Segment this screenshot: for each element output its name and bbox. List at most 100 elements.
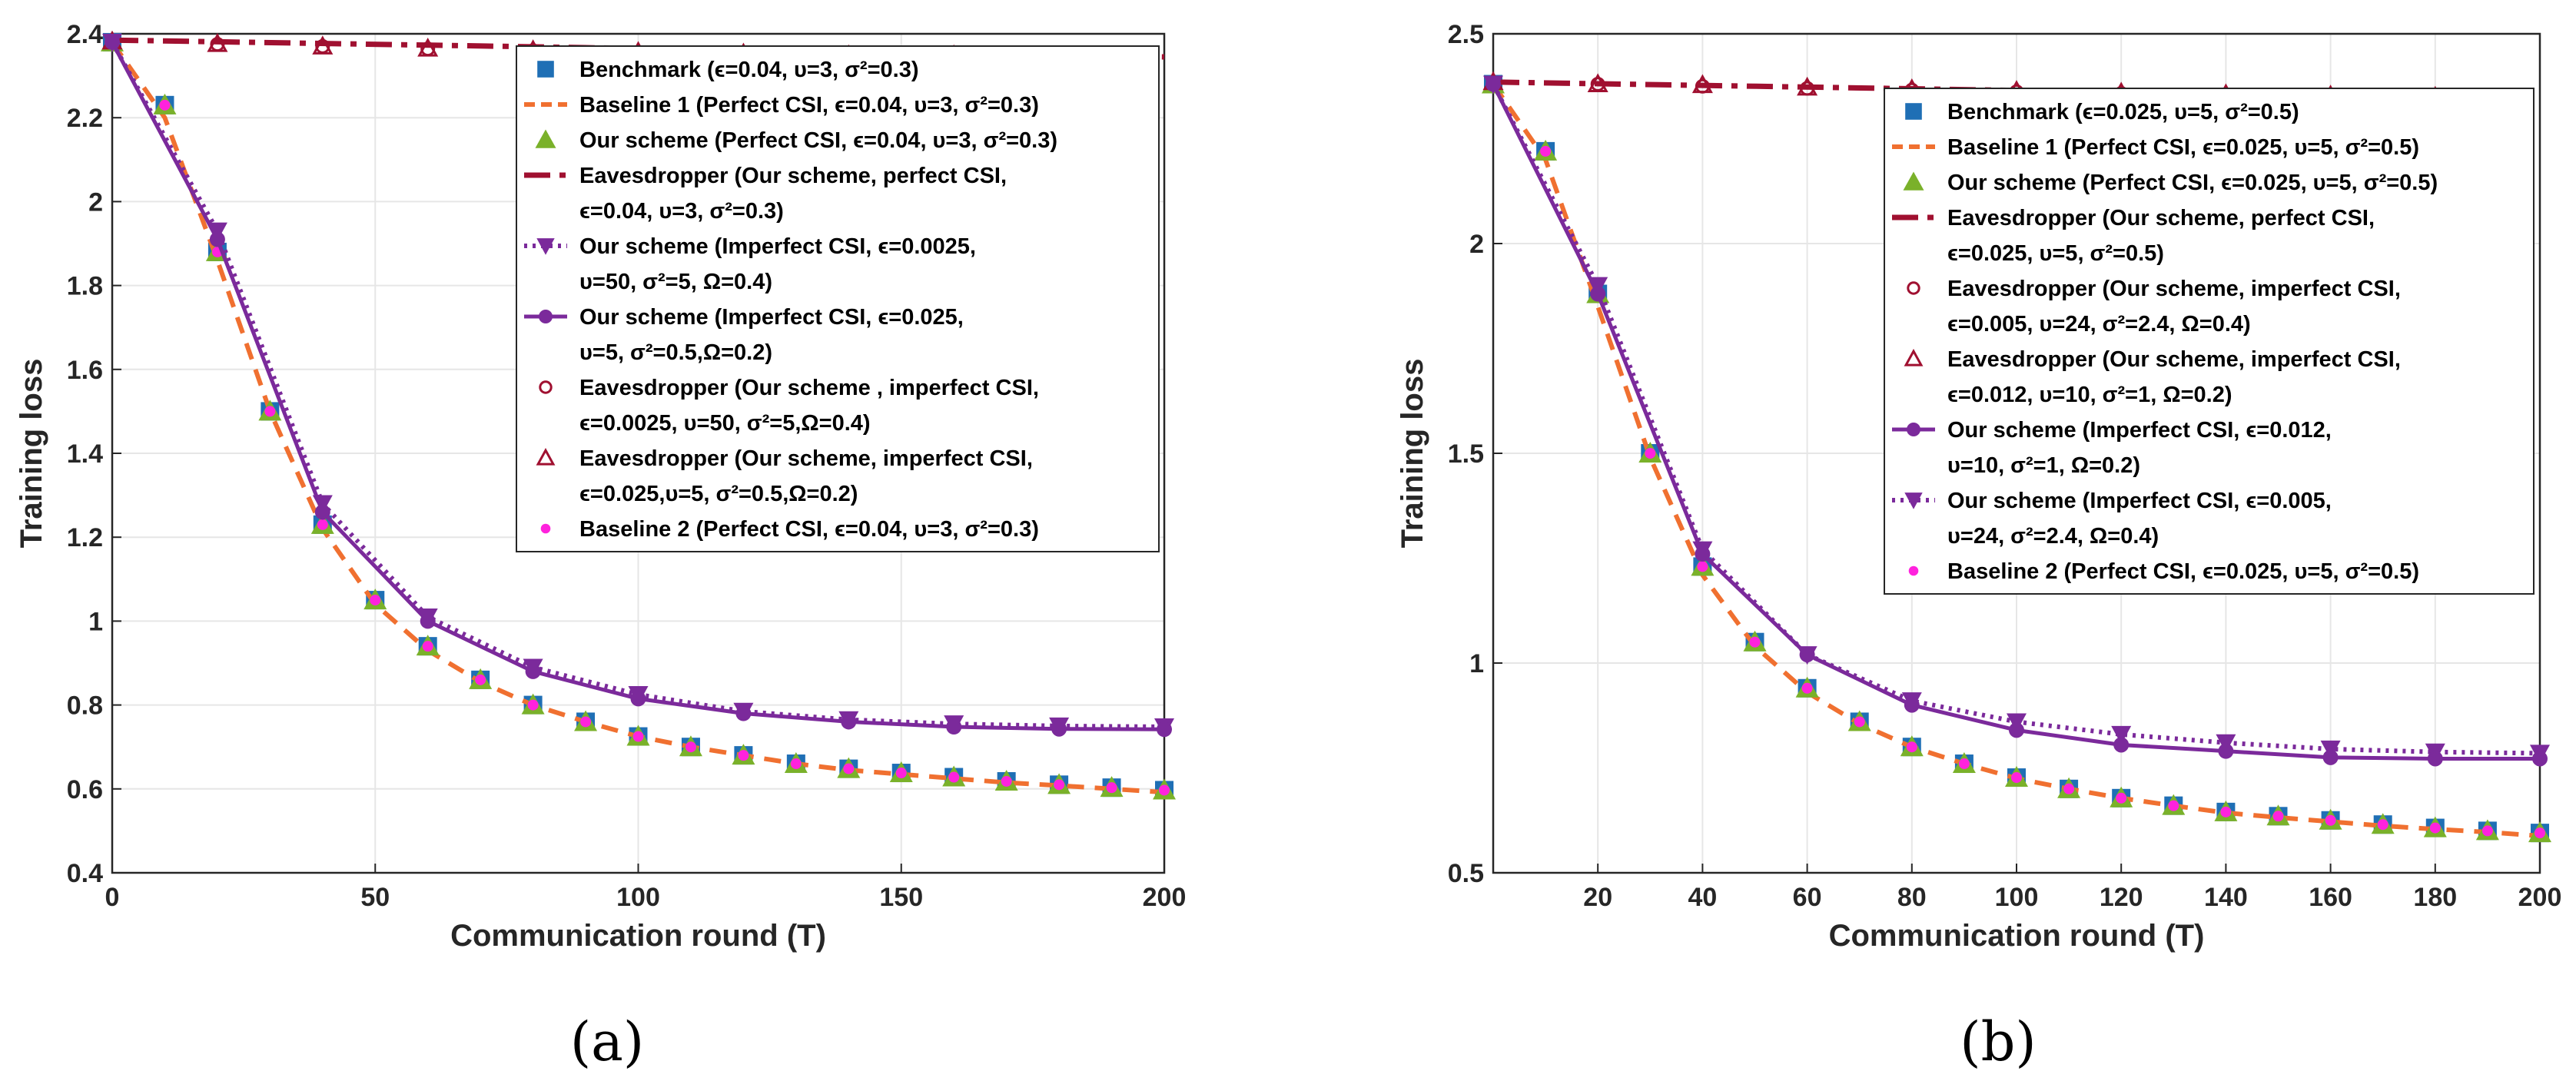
data-point-ours_imp_circ bbox=[946, 718, 962, 735]
data-point-baseline2 bbox=[948, 771, 960, 783]
legend-entry-baseline1: Baseline 1 (Perfect CSI, ϵ=0.04, υ=3, σ²… bbox=[579, 93, 1039, 118]
data-point-baseline2 bbox=[1801, 682, 1813, 694]
x-tick-label: 120 bbox=[2100, 883, 2143, 912]
data-point-baseline2 bbox=[317, 519, 328, 530]
data-point-ours_imp_circ bbox=[2322, 749, 2339, 765]
data-point-baseline2 bbox=[2116, 792, 2127, 804]
data-point-ours_imp_circ bbox=[1904, 697, 1920, 713]
data-point-ours_imp_circ bbox=[1590, 286, 1606, 302]
data-point-ours_imp_circ bbox=[841, 714, 857, 730]
legend-swatch-marker-baseline2 bbox=[1908, 565, 1919, 576]
legend-entry-eve_imp_circ: ϵ=0.0025, υ=50, σ²=5,Ω=0.4) bbox=[579, 411, 871, 436]
legend-entry-baseline2: Baseline 2 (Perfect CSI, ϵ=0.04, υ=3, σ²… bbox=[579, 517, 1039, 542]
data-point-baseline2 bbox=[475, 674, 486, 685]
legend-swatch-marker-ours_perfect bbox=[1903, 171, 1924, 191]
legend: Benchmark (ϵ=0.04, υ=3, σ²=0.3) Baseline … bbox=[516, 45, 1160, 552]
legend-entry-eve_imp_tri: Eavesdropper (Our scheme, imperfect CSI, bbox=[1947, 347, 2401, 372]
chart-panel-b: 20 40 60 80 100 120 140 160 180 200 0.5 1 1.5 2 2.5 Com… bbox=[1396, 20, 2561, 953]
data-point-baseline2 bbox=[527, 699, 539, 711]
x-tick-label: 40 bbox=[1688, 883, 1717, 912]
data-point-eve_imp_tri bbox=[312, 35, 334, 55]
y-tick-label: 1.4 bbox=[67, 439, 103, 469]
data-point-ours_imp_circ bbox=[1051, 721, 1067, 737]
legend-entry-eve_imp_tri: ϵ=0.025,υ=5, σ²=0.5,Ω=0.2) bbox=[579, 482, 858, 506]
x-tick-label: 140 bbox=[2204, 883, 2248, 912]
data-point-ours_imp_circ bbox=[2113, 737, 2130, 753]
data-point-ours_imp_circ bbox=[2009, 722, 2024, 738]
legend-swatch-marker-ours_imp_circ bbox=[1907, 423, 1920, 436]
data-point-eve_imp_tri bbox=[1691, 74, 1713, 94]
x-tick-label: 80 bbox=[1897, 883, 1927, 912]
legend-entry-ours_imp_tri: Our scheme (Imperfect CSI, ϵ=0.0025, bbox=[579, 234, 976, 259]
y-tick-label: 2 bbox=[88, 187, 103, 217]
legend-swatch-marker-benchmark bbox=[1905, 103, 1922, 120]
data-point-baseline2 bbox=[2063, 783, 2075, 794]
data-point-baseline2 bbox=[632, 731, 644, 742]
legend-entry-eve_perfect: Eavesdropper (Our scheme, perfect CSI, bbox=[579, 164, 1007, 188]
data-point-ours_imp_circ bbox=[209, 231, 225, 247]
data-point-baseline2 bbox=[1054, 779, 1065, 791]
legend-entry-ours_perfect: Our scheme (Perfect CSI, ϵ=0.025, υ=5, σ… bbox=[1947, 171, 2438, 195]
data-point-baseline2 bbox=[738, 750, 749, 761]
data-point-ours_imp_circ bbox=[1799, 647, 1815, 663]
legend-entry-eve_imp_tri: Eavesdropper (Our scheme, imperfect CSI, bbox=[579, 446, 1033, 471]
data-point-baseline2 bbox=[1159, 784, 1170, 796]
legend-entry-ours_imp_circ: Our scheme (Imperfect CSI, ϵ=0.025, bbox=[579, 305, 964, 330]
data-point-ours_imp_circ bbox=[314, 504, 330, 520]
data-point-baseline2 bbox=[264, 406, 276, 417]
legend-entry-ours_imp_tri: Our scheme (Imperfect CSI, ϵ=0.005, bbox=[1947, 489, 2332, 513]
data-point-ours_imp_circ bbox=[1157, 721, 1172, 738]
y-tick-label: 1.5 bbox=[1448, 439, 1484, 469]
y-tick-label: 2.2 bbox=[67, 104, 103, 133]
x-tick-label: 100 bbox=[616, 883, 660, 912]
x-tick-label: 20 bbox=[1583, 883, 1612, 912]
y-tick-label: 2.4 bbox=[67, 20, 103, 49]
data-point-baseline2 bbox=[895, 768, 907, 779]
data-point-baseline2 bbox=[370, 595, 381, 606]
data-point-baseline2 bbox=[2377, 819, 2388, 831]
legend-swatch-marker-eve_imp_circ bbox=[539, 380, 553, 394]
y-tick-label: 1.2 bbox=[67, 523, 103, 552]
data-point-baseline2 bbox=[2168, 800, 2179, 811]
data-point-ours_imp_circ bbox=[1486, 76, 1501, 92]
data-point-baseline2 bbox=[1906, 741, 1917, 753]
y-axis-label: Training loss bbox=[15, 359, 48, 549]
data-point-baseline2 bbox=[2481, 825, 2493, 837]
data-point-baseline2 bbox=[843, 763, 855, 774]
x-axis-label: Communication round (T) bbox=[450, 919, 826, 953]
data-point-eve_imp_tri bbox=[1797, 76, 1818, 96]
y-tick-label: 1.8 bbox=[67, 272, 103, 301]
legend-entry-eve_perfect: Eavesdropper (Our scheme, perfect CSI, bbox=[1947, 206, 2375, 230]
legend-swatch-marker-ours_imp_circ bbox=[539, 310, 553, 323]
data-point-baseline2 bbox=[580, 716, 592, 728]
legend-entry-baseline2: Baseline 2 (Perfect CSI, ϵ=0.025, υ=5, σ… bbox=[1947, 559, 2419, 584]
data-point-baseline2 bbox=[1854, 716, 1865, 728]
y-tick-label: 2 bbox=[1469, 230, 1484, 259]
legend-entry-eve_imp_circ: Eavesdropper (Our scheme, imperfect CSI, bbox=[1947, 277, 2401, 301]
x-tick-label: 100 bbox=[1995, 883, 2039, 912]
y-tick-label: 0.4 bbox=[67, 859, 103, 888]
data-point-baseline2 bbox=[2535, 827, 2545, 839]
legend-entry-baseline1: Baseline 1 (Perfect CSI, ϵ=0.025, υ=5, σ… bbox=[1947, 135, 2419, 160]
data-point-baseline2 bbox=[1749, 636, 1761, 648]
legend-box bbox=[1884, 88, 2535, 595]
data-point-ours_imp_circ bbox=[420, 613, 436, 629]
x-tick-label: 180 bbox=[2413, 883, 2457, 912]
legend-swatch-marker-ours_imp_tri bbox=[1904, 492, 1923, 509]
x-tick-label: 160 bbox=[2309, 883, 2352, 912]
data-point-baseline2 bbox=[2272, 811, 2284, 822]
data-point-ours_imp_circ bbox=[105, 34, 120, 50]
legend-entry-eve_imp_tri: ϵ=0.012, υ=10, σ²=1, Ω=0.2) bbox=[1947, 383, 2232, 407]
legend-swatch-marker-benchmark bbox=[537, 61, 554, 78]
legend-swatch-marker-eve_imp_tri bbox=[1904, 348, 1924, 366]
chart-panel-a: 0 50 100 150 200 0.4 0.6 0.8 1 1.2 1.4 1.6 1.8 2 2.2 2.… bbox=[15, 20, 1186, 953]
caption-a: (a) bbox=[570, 1010, 644, 1073]
legend-swatch-marker-baseline2 bbox=[540, 523, 551, 534]
y-axis-label: Training loss bbox=[1396, 359, 1429, 549]
legend-entry-ours_imp_tri: υ=24, σ²=2.4, Ω=0.4) bbox=[1947, 524, 2159, 549]
y-tick-label: 1 bbox=[88, 607, 103, 636]
data-point-baseline2 bbox=[2220, 806, 2232, 817]
y-tick-label: 0.8 bbox=[67, 691, 103, 721]
legend: Benchmark (ϵ=0.025, υ=5, σ²=0.5) Baseline… bbox=[1884, 88, 2535, 595]
